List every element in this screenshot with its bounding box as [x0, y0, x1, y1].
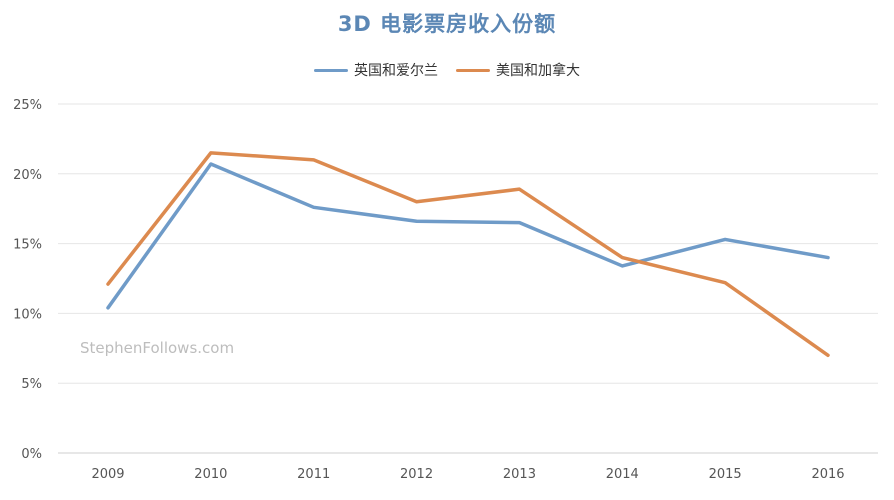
legend-item-series-2: 美国和加拿大 [456, 60, 580, 80]
series-line-2 [106, 151, 830, 358]
x-tick-label-2013: 2013 [503, 467, 536, 482]
y-tick-label-1: 5% [21, 377, 42, 392]
legend-swatch-series-1 [314, 68, 348, 72]
watermark-text: StephenFollows.com [80, 339, 234, 357]
series-line-1 [106, 162, 830, 310]
legend-label-series-1: 英国和爱尔兰 [354, 63, 438, 79]
x-tick-label-2009: 2009 [91, 467, 124, 482]
y-tick-label-5: 25% [13, 98, 42, 113]
legend-swatch-series-2 [456, 68, 490, 72]
x-tick-label-2011: 2011 [297, 467, 330, 482]
y-tick-label-4: 20% [13, 168, 42, 183]
x-tick-label-2016: 2016 [811, 467, 844, 482]
y-tick-label-3: 15% [13, 238, 42, 253]
chart-legend: 英国和爱尔兰 美国和加拿大 [0, 60, 894, 80]
legend-label-series-2: 美国和加拿大 [496, 63, 580, 79]
x-tick-label-2015: 2015 [709, 467, 742, 482]
y-tick-label-0: 0% [21, 447, 42, 462]
x-tick-label-2010: 2010 [194, 467, 227, 482]
chart-title: 3D 电影票房收入份额 [337, 12, 557, 36]
x-tick-label-2014: 2014 [606, 467, 639, 482]
y-tick-label-2: 10% [13, 307, 42, 322]
x-tick-label-2012: 2012 [400, 467, 433, 482]
legend-item-series-1: 英国和爱尔兰 [314, 60, 438, 80]
